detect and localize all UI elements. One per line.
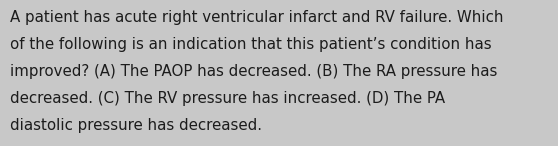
Text: improved? (A) The PAOP has decreased. (B) The RA pressure has: improved? (A) The PAOP has decreased. (B… bbox=[10, 64, 497, 79]
Text: decreased. (C) The RV pressure has increased. (D) The PA: decreased. (C) The RV pressure has incre… bbox=[10, 91, 445, 106]
Text: diastolic pressure has decreased.: diastolic pressure has decreased. bbox=[10, 118, 262, 133]
Text: A patient has acute right ventricular infarct and RV failure. Which: A patient has acute right ventricular in… bbox=[10, 10, 503, 25]
Text: of the following is an indication that this patient’s condition has: of the following is an indication that t… bbox=[10, 37, 492, 52]
